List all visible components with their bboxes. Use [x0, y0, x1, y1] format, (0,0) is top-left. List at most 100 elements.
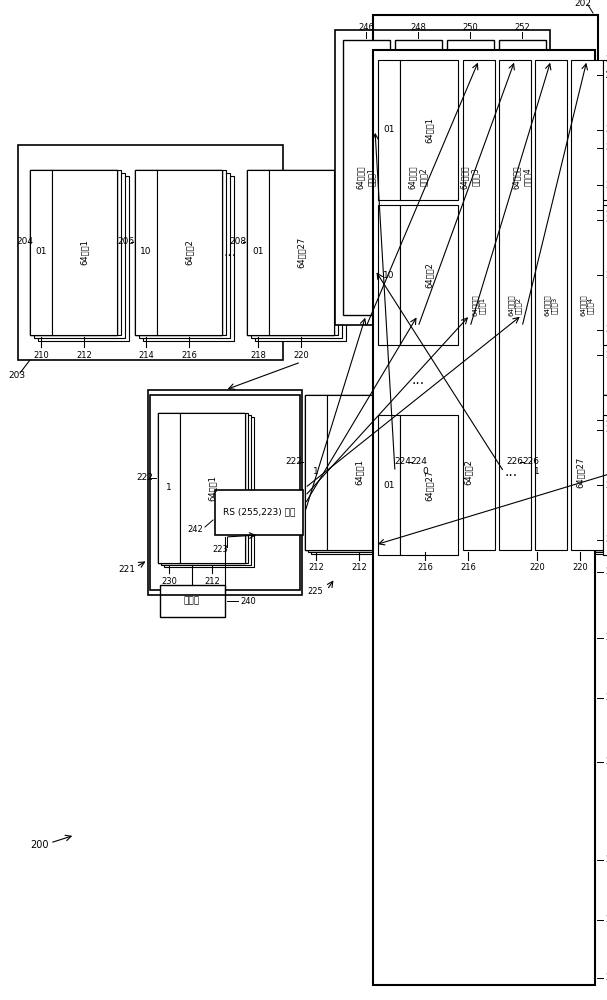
- Text: 214: 214: [138, 351, 154, 360]
- Text: 225: 225: [307, 587, 323, 596]
- Bar: [255, 176, 346, 341]
- Bar: [343, 40, 390, 315]
- Text: 240: 240: [605, 416, 607, 424]
- Text: 252: 252: [605, 55, 607, 64]
- Text: RS (255,223) 编码: RS (255,223) 编码: [223, 508, 295, 516]
- Text: 01: 01: [253, 247, 264, 256]
- Text: 220: 220: [605, 536, 607, 544]
- Text: 210: 210: [605, 70, 607, 80]
- Text: 220: 220: [605, 758, 607, 766]
- Bar: [150, 395, 300, 590]
- Text: 64位奇偶
校验块3: 64位奇偶 校验块3: [544, 294, 558, 316]
- Bar: [308, 397, 398, 552]
- Bar: [247, 170, 338, 335]
- Bar: [373, 50, 595, 985]
- Text: 64位块1: 64位块1: [208, 475, 217, 501]
- Bar: [420, 399, 510, 554]
- Text: 64位块27: 64位块27: [296, 236, 305, 268]
- Text: 254: 254: [605, 694, 607, 702]
- Bar: [305, 395, 392, 550]
- Bar: [400, 415, 458, 555]
- Bar: [164, 417, 254, 567]
- Bar: [400, 60, 458, 200]
- Text: 216: 216: [417, 564, 433, 572]
- Text: 223: 223: [212, 546, 228, 554]
- Bar: [148, 390, 302, 595]
- Bar: [139, 173, 230, 338]
- Bar: [414, 395, 504, 550]
- Text: 64位块1: 64位块1: [80, 239, 89, 265]
- Text: 203: 203: [8, 370, 25, 379]
- Bar: [30, 170, 52, 335]
- Text: 200: 200: [30, 840, 49, 850]
- Text: 64位奇偶
校验块2: 64位奇偶 校验块2: [409, 165, 428, 189]
- Bar: [463, 60, 495, 550]
- Text: 218: 218: [605, 856, 607, 864]
- Bar: [52, 170, 117, 335]
- Text: 210: 210: [33, 351, 49, 360]
- Bar: [158, 413, 180, 563]
- Text: 218: 218: [605, 426, 607, 434]
- Text: 216: 216: [605, 916, 607, 924]
- Bar: [395, 40, 442, 315]
- Bar: [161, 415, 251, 565]
- Bar: [158, 413, 245, 563]
- Bar: [526, 395, 607, 550]
- Text: 252: 252: [514, 23, 530, 32]
- Bar: [417, 397, 507, 552]
- Bar: [158, 413, 248, 563]
- Text: ...: ...: [504, 465, 518, 479]
- Text: 1: 1: [166, 484, 172, 492]
- Text: 256: 256: [605, 125, 607, 134]
- Bar: [400, 205, 458, 345]
- Text: 64位奇偶
校验块1: 64位奇偶 校验块1: [356, 165, 376, 189]
- Bar: [436, 395, 501, 550]
- Bar: [305, 395, 395, 550]
- Text: 1: 1: [534, 468, 540, 477]
- Bar: [373, 15, 598, 315]
- Text: 填充位: 填充位: [184, 596, 200, 605]
- Text: 0: 0: [422, 468, 428, 477]
- Text: 220: 220: [529, 564, 545, 572]
- Bar: [526, 395, 548, 550]
- Bar: [499, 40, 546, 315]
- Text: 1: 1: [313, 468, 319, 477]
- Bar: [603, 205, 607, 345]
- Bar: [215, 490, 303, 535]
- Bar: [548, 395, 607, 550]
- Text: 64位块1: 64位块1: [424, 117, 433, 143]
- Bar: [135, 170, 222, 335]
- Text: 64位奇偶
校验块4: 64位奇偶 校验块4: [580, 294, 594, 316]
- Text: 240: 240: [605, 70, 607, 80]
- Bar: [247, 170, 269, 335]
- Text: 230: 230: [161, 576, 177, 585]
- Bar: [327, 395, 392, 550]
- Bar: [378, 60, 400, 200]
- Bar: [269, 170, 334, 335]
- Bar: [603, 60, 607, 200]
- Text: 216: 216: [181, 351, 197, 360]
- Bar: [603, 415, 607, 555]
- Text: 206: 206: [117, 237, 134, 246]
- Text: 256: 256: [605, 568, 607, 576]
- Bar: [247, 170, 334, 335]
- Text: 250: 250: [605, 70, 607, 80]
- Text: 208: 208: [229, 237, 246, 246]
- Bar: [532, 399, 607, 554]
- Text: 224: 224: [410, 458, 427, 466]
- Text: 214: 214: [605, 974, 607, 982]
- Text: 212: 212: [308, 564, 324, 572]
- Bar: [143, 176, 234, 341]
- Bar: [251, 173, 342, 338]
- Text: 246: 246: [605, 634, 607, 643]
- Bar: [311, 399, 401, 554]
- Text: 226: 226: [506, 458, 523, 466]
- Text: 64位块2: 64位块2: [464, 459, 472, 485]
- Bar: [30, 170, 117, 335]
- Text: 10: 10: [140, 247, 152, 256]
- Bar: [499, 60, 531, 550]
- Text: 250: 250: [605, 206, 607, 215]
- Bar: [571, 60, 603, 550]
- Text: 260: 260: [605, 143, 607, 152]
- Text: 64位块27: 64位块27: [575, 456, 585, 488]
